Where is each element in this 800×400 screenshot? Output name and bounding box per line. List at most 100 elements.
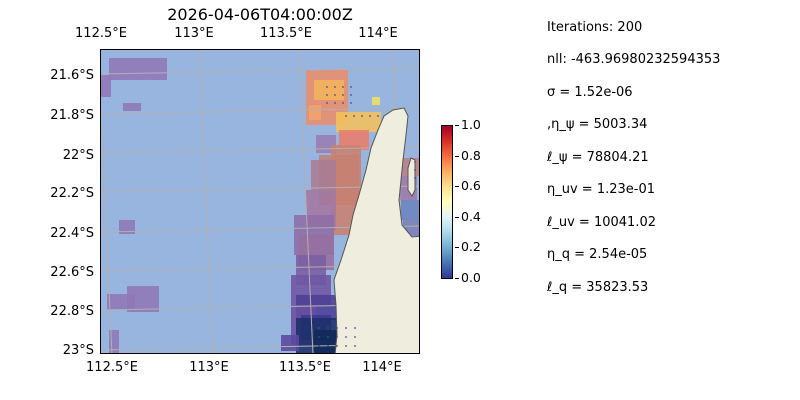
observation-dot — [326, 102, 328, 104]
observation-dot — [327, 336, 329, 338]
observation-dot — [414, 169, 416, 171]
colorbar-tick-label: 0.2 — [461, 239, 481, 254]
field-cell — [119, 220, 135, 234]
map-canvas[interactable] — [101, 50, 420, 354]
field-cell — [127, 286, 159, 312]
field-cell — [109, 58, 167, 80]
lat-tick-8: 23°S — [62, 343, 94, 358]
meridian-line — [198, 50, 214, 353]
observation-dot — [354, 327, 356, 329]
land-mass — [333, 107, 419, 353]
param-eta-q: η_q = 2.54e-05 — [547, 247, 648, 262]
colorbar-tick-label: 0.4 — [461, 209, 481, 224]
field-cell — [101, 75, 111, 97]
observation-dot — [345, 336, 347, 338]
observation-dot — [334, 86, 336, 88]
observation-dot — [326, 94, 328, 96]
colorbar-tick-label: 0.8 — [461, 148, 481, 163]
observation-dot — [318, 336, 320, 338]
field-cell — [281, 335, 299, 351]
field-cell — [109, 330, 119, 353]
field-cell — [372, 97, 380, 105]
map-title: 2026-04-06T04:00:00Z — [167, 5, 353, 24]
observation-dot — [336, 336, 338, 338]
param-eta-uv: η_uv = 1.23e-01 — [547, 182, 656, 197]
field-cell — [314, 80, 344, 100]
field-cell — [336, 112, 381, 132]
field-cell — [401, 200, 419, 220]
observation-dot — [345, 327, 347, 329]
colorbar-tick-mark — [455, 247, 459, 248]
observation-dot — [326, 86, 328, 88]
colorbar-tick-mark — [455, 156, 459, 157]
lat-tick-3: 22°S — [62, 148, 94, 163]
observation-dots — [318, 86, 416, 347]
field-cell — [311, 160, 336, 190]
lon-tick-top-4: 114°E — [358, 26, 398, 41]
meridian-line — [101, 103, 113, 353]
field-cell — [309, 105, 321, 120]
observation-dot — [334, 94, 336, 96]
observation-dot — [336, 345, 338, 347]
lon-tick-top-3: 113.5°E — [260, 26, 312, 41]
lon-tick-bottom-3: 113.5°E — [279, 360, 331, 375]
observation-dot — [414, 161, 416, 163]
observation-dot — [336, 327, 338, 329]
island — [407, 157, 416, 197]
graticule — [101, 50, 419, 353]
lon-tick-top-1: 112.5°E — [75, 26, 127, 41]
param-ell-psi: ℓ_ψ = 78804.21 — [547, 150, 649, 165]
lon-tick-bottom-1: 112.5°E — [86, 360, 138, 375]
observation-dot — [342, 102, 344, 104]
observation-dot — [377, 115, 379, 117]
parallel-line — [101, 67, 419, 75]
observation-dot — [353, 115, 355, 117]
observation-dot — [327, 345, 329, 347]
observation-dot — [342, 86, 344, 88]
observation-dot — [369, 115, 371, 117]
colorbar-tick-label: 0.6 — [461, 178, 481, 193]
field-cell — [123, 103, 141, 111]
lat-tick-2: 21.8°S — [50, 108, 94, 123]
colorbar-tick-mark — [455, 186, 459, 187]
observation-dot — [414, 177, 416, 179]
param-ell-q: ℓ_q = 35823.53 — [547, 280, 649, 295]
lat-tick-4: 22.2°S — [50, 186, 94, 201]
lon-tick-bottom-4: 114°E — [362, 360, 402, 375]
parallel-line — [101, 107, 419, 115]
observation-dot — [354, 336, 356, 338]
parallel-line — [101, 146, 419, 154]
lon-tick-bottom-2: 113°E — [189, 360, 229, 375]
meridian-line — [298, 50, 314, 353]
lat-tick-1: 21.6°S — [50, 68, 94, 83]
colorbar-tick-mark — [455, 217, 459, 218]
colorbar-tick-label: 1.0 — [461, 117, 481, 132]
observation-dot — [342, 94, 344, 96]
param-eta-psi: ,η_ψ = 5003.34 — [547, 117, 648, 132]
observation-dot — [350, 86, 352, 88]
colorbar-tick-mark — [455, 278, 459, 279]
observation-dot — [350, 94, 352, 96]
lat-tick-5: 22.4°S — [50, 226, 94, 241]
observation-dot — [318, 345, 320, 347]
observation-dot — [334, 102, 336, 104]
map-panel[interactable] — [100, 49, 420, 354]
lon-tick-top-2: 113°E — [174, 26, 214, 41]
observation-dot — [345, 115, 347, 117]
param-nll: nll: -463.96980232594353 — [547, 52, 721, 67]
observation-dot — [318, 327, 320, 329]
param-sigma: σ = 1.52e-06 — [547, 85, 633, 100]
observation-dot — [350, 102, 352, 104]
observation-dot — [345, 345, 347, 347]
colorbar-tick-label: 0.0 — [461, 270, 481, 285]
observation-dot — [361, 115, 363, 117]
observation-dot — [327, 327, 329, 329]
lat-tick-7: 22.8°S — [50, 304, 94, 319]
param-iterations: Iterations: 200 — [547, 20, 643, 35]
param-ell-uv: ℓ_uv = 10041.02 — [547, 215, 656, 230]
observation-dot — [354, 345, 356, 347]
colorbar — [441, 125, 453, 279]
field-cells — [101, 58, 419, 353]
lat-tick-6: 22.6°S — [50, 265, 94, 280]
colorbar-tick-mark — [455, 125, 459, 126]
